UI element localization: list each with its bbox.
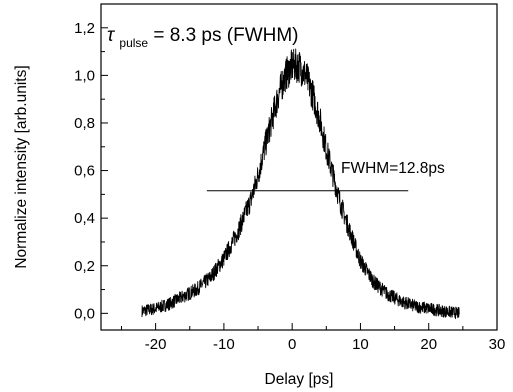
- y-tick-label: 0,4: [74, 210, 95, 227]
- y-tick-label: 0,8: [74, 115, 95, 132]
- x-tick-label: 0: [288, 336, 296, 353]
- y-tick-label: 1,2: [74, 20, 95, 37]
- x-tick-label: 20: [420, 336, 437, 353]
- tau-value: = 8.3 ps (FWHM): [153, 25, 298, 46]
- plot-frame: [100, 3, 498, 331]
- trace-layer: [141, 48, 460, 320]
- x-tick-label: -20: [145, 336, 167, 353]
- y-tick-label: 0,6: [74, 163, 95, 180]
- x-axis-ticks: -20 -10 0 10 20 30: [120, 323, 506, 353]
- x-tick-label: 30: [489, 336, 506, 353]
- y-axis-title: Normalize intensity [arb.units]: [13, 65, 30, 268]
- pulse-width-annotation: τ pulse = 8.3 ps (FWHM): [107, 25, 299, 52]
- tau-symbol: τ: [107, 25, 116, 46]
- x-tick-label: -10: [213, 336, 235, 353]
- x-tick-label: 10: [352, 336, 369, 353]
- y-tick-label: 0,0: [74, 305, 95, 322]
- y-tick-label: 1,0: [74, 67, 95, 84]
- x-axis-title: Delay [ps]: [265, 371, 334, 388]
- tau-subscript: pulse: [119, 36, 148, 50]
- fwhm-label: FWHM=12.8ps: [341, 160, 445, 177]
- y-axis-ticks: 0,0 0,2 0,4 0,6 0,8 1,0 1,2: [74, 20, 108, 322]
- autocorrelation-trace: [141, 48, 460, 320]
- y-tick-label: 0,2: [74, 258, 95, 275]
